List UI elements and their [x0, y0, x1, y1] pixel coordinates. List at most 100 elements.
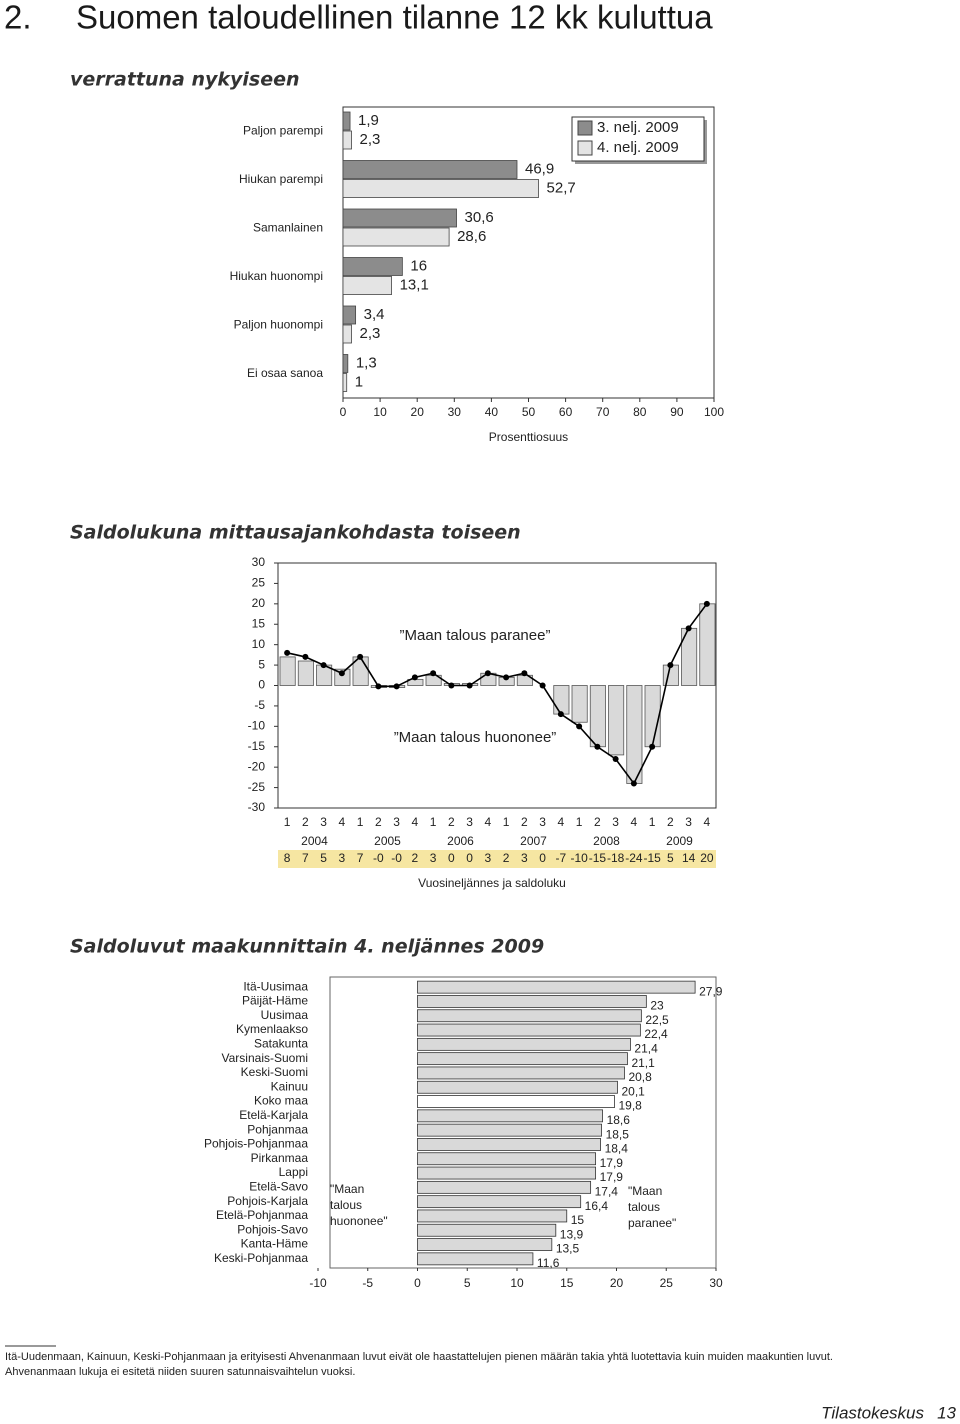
value-label: 3,4 — [364, 306, 385, 323]
value-label: 13,9 — [560, 1227, 584, 1241]
bar — [626, 685, 643, 784]
value-label: 20,1 — [621, 1084, 645, 1098]
bar — [342, 276, 393, 295]
bar — [417, 1138, 601, 1151]
footnote: Itä-Uudenmaan, Kainuun, Keski-Pohjanmaan… — [5, 1351, 833, 1363]
bar — [279, 656, 296, 686]
point — [448, 682, 455, 689]
table-value: 2 — [412, 851, 419, 865]
y-tick-label: -15 — [248, 739, 266, 753]
value-label: 18,5 — [606, 1127, 630, 1141]
line — [286, 603, 708, 786]
table-value: -15 — [643, 851, 661, 865]
y-tick-label: 10 — [252, 637, 266, 651]
publisher: Tilastokeskus — [821, 1403, 924, 1422]
x-tick-label: -10 — [309, 1276, 327, 1290]
point — [320, 662, 327, 669]
table-value: 3 — [521, 851, 528, 865]
value-label: 23 — [650, 999, 664, 1013]
bar — [417, 1180, 592, 1194]
legend — [571, 116, 705, 162]
table-value: -18 — [607, 851, 625, 865]
table-value: 5 — [320, 851, 327, 865]
x-tick-label: 4 — [704, 815, 711, 829]
y-tick-label: Varsinais-Suomi — [222, 1051, 308, 1065]
year-label: 2007 — [520, 834, 547, 848]
y-tick-label: Ei osaa sanoa — [247, 366, 323, 380]
y-tick-label: Kymenlaakso — [236, 1022, 308, 1036]
subtitle: verrattuna nykyiseen — [70, 69, 300, 91]
point — [302, 653, 309, 660]
bar — [342, 111, 351, 131]
bar — [342, 373, 348, 392]
x-tick-label: 4 — [631, 815, 638, 829]
x-tick-label: 20 — [610, 1276, 624, 1290]
x-tick-label: 90 — [670, 405, 684, 419]
year-label: 2004 — [301, 834, 328, 848]
x-tick-label: -5 — [362, 1276, 373, 1290]
y-tick-label: Koko maa — [254, 1094, 308, 1108]
bar — [342, 227, 450, 247]
y-tick-label: 20 — [252, 596, 266, 610]
bar — [417, 1123, 602, 1137]
x-tick-label: 3 — [466, 815, 473, 829]
value-label: 16 — [410, 257, 427, 274]
point — [393, 683, 400, 690]
point — [284, 649, 291, 656]
bar — [417, 1223, 557, 1237]
y-tick-label: Hiukan huonompi — [230, 269, 323, 283]
y-tick-label: 15 — [252, 616, 266, 630]
table-value: -15 — [589, 851, 607, 865]
bar — [342, 354, 349, 373]
legend-swatch — [577, 120, 593, 136]
x-tick-label: 25 — [660, 1276, 674, 1290]
y-tick-label: -10 — [248, 719, 266, 733]
point — [484, 670, 491, 677]
x-tick-label: 1 — [503, 815, 510, 829]
bar — [571, 685, 588, 723]
table-value: 3 — [430, 851, 437, 865]
annotation: ”Maan talous paranee” — [400, 627, 551, 644]
value-label: 2,3 — [360, 131, 381, 148]
table-value: -0 — [373, 851, 384, 865]
y-tick-label: -25 — [248, 780, 266, 794]
y-tick-label: Pohjois-Pohjanmaa — [204, 1137, 308, 1151]
x-tick-label: 15 — [560, 1276, 574, 1290]
value-label: 22,4 — [644, 1027, 668, 1041]
bar — [662, 664, 679, 686]
bar — [342, 130, 352, 150]
table-value: 0 — [539, 851, 546, 865]
x-tick-label: 3 — [612, 815, 619, 829]
x-tick-label: 5 — [464, 1276, 471, 1290]
bar — [644, 685, 661, 748]
y-tick-label: Samanlainen — [253, 220, 323, 234]
value-label: 13,5 — [556, 1242, 580, 1256]
bar — [342, 324, 352, 344]
x-tick-label: 20 — [411, 405, 425, 419]
point — [667, 662, 674, 669]
x-tick-label: 30 — [709, 1276, 723, 1290]
year-label: 2008 — [593, 834, 620, 848]
y-tick-label: -5 — [254, 698, 265, 712]
chart-title: Saldolukuna mittausajankohdasta toiseen — [70, 522, 521, 544]
point — [430, 670, 437, 677]
bar — [417, 1152, 597, 1166]
table-value: -0 — [391, 851, 402, 865]
year-label: 2006 — [447, 834, 474, 848]
x-tick-label: 4 — [558, 815, 565, 829]
bar — [417, 1238, 553, 1251]
point — [521, 670, 528, 677]
table-value: 3 — [339, 851, 346, 865]
y-tick-label: Pirkanmaa — [251, 1151, 309, 1165]
table-value: -10 — [570, 851, 588, 865]
y-tick-label: Kainuu — [271, 1079, 308, 1093]
legend-label: 3. nelj. 2009 — [597, 119, 679, 136]
table-value: 8 — [284, 851, 291, 865]
table-value: -7 — [556, 851, 567, 865]
point — [612, 756, 619, 762]
value-label: 18,4 — [605, 1142, 629, 1156]
x-tick-label: 1 — [649, 815, 656, 829]
bar — [342, 257, 403, 276]
x-tick-label: 10 — [373, 405, 387, 419]
x-tick-label: 4 — [485, 815, 492, 829]
